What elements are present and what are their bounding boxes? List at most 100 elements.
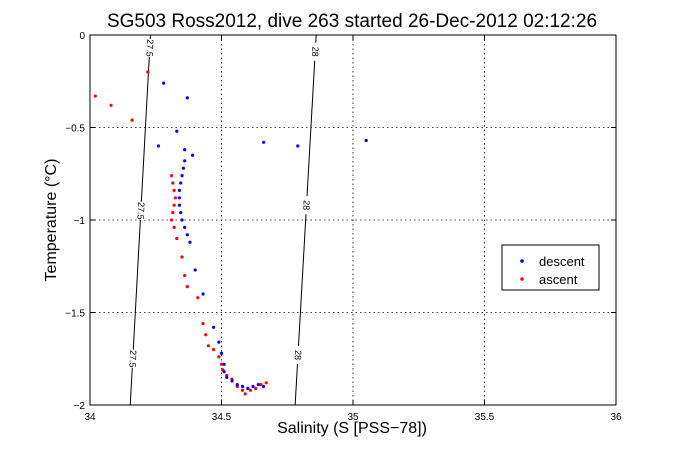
contour-label: 27.5 xyxy=(144,39,155,57)
legend-label-ascent: ascent xyxy=(539,272,578,287)
contour-label-bg xyxy=(300,195,314,215)
legend-marker-ascent xyxy=(520,277,524,281)
ascent-point xyxy=(201,322,205,326)
descent-point xyxy=(177,196,182,200)
contour-label: 28 xyxy=(293,350,304,361)
descent-point xyxy=(212,325,216,329)
ascent-point xyxy=(146,70,150,74)
contour-label-bg xyxy=(126,349,140,369)
descent-point xyxy=(217,340,221,344)
descent-point xyxy=(190,153,195,157)
contour-label: 28 xyxy=(310,46,321,57)
descent-point xyxy=(179,211,183,215)
y-tick-label: −1 xyxy=(74,216,86,227)
legend: descent ascent xyxy=(501,244,600,291)
descent-point xyxy=(156,144,160,148)
x-tick-label: 36 xyxy=(610,412,622,423)
ascent-point xyxy=(206,344,210,348)
ascent-point xyxy=(183,273,187,278)
chart-title: SG503 Ross2012, dive 263 started 26-Dec-… xyxy=(107,11,597,32)
descent-point xyxy=(183,159,187,163)
legend-box xyxy=(501,244,600,291)
descent-point xyxy=(177,188,182,192)
ascent-point xyxy=(248,388,253,392)
y-tick-label: −2 xyxy=(74,401,86,412)
ascent-point xyxy=(169,218,174,222)
ascent-point xyxy=(172,203,176,207)
grid-lines xyxy=(90,35,616,405)
descent-point xyxy=(225,375,229,379)
ascent-point xyxy=(180,255,184,259)
descent-point xyxy=(251,384,255,389)
descent-point xyxy=(296,144,300,148)
ascent-point xyxy=(172,225,176,229)
descent-point xyxy=(240,384,245,389)
ascent-point xyxy=(173,196,178,200)
x-tick-label: 34.5 xyxy=(212,412,232,423)
ascent-point xyxy=(240,388,245,392)
ascent-point xyxy=(171,211,175,215)
y-tick-label: 0 xyxy=(79,31,85,42)
descent-point xyxy=(193,268,197,272)
contour-label: 28 xyxy=(301,200,312,211)
descent-point xyxy=(185,233,189,237)
y-axis-ticks: 0 −0.5 −1 −1.5 −2 xyxy=(65,31,616,412)
contour-line xyxy=(129,34,151,406)
x-axis-ticks: 34 34.5 35 35.5 36 xyxy=(84,35,622,423)
ascent-point xyxy=(93,94,97,98)
y-tick-label: −0.5 xyxy=(65,124,85,135)
contour-label: 27.5 xyxy=(127,350,138,368)
ascent-point xyxy=(212,347,216,352)
ascent-point xyxy=(175,236,179,241)
contour-line xyxy=(294,34,317,406)
ascent-point xyxy=(196,296,200,300)
descent-point xyxy=(261,384,266,389)
y-axis-label: Temperature (°C) xyxy=(43,159,60,282)
descent-point xyxy=(230,379,234,383)
descent-point xyxy=(222,370,226,374)
ascent-point xyxy=(109,103,113,107)
descent-point xyxy=(261,140,266,144)
density-contours: 27.5 27.5 27.5 28 28 28 xyxy=(126,34,322,406)
ascent-point xyxy=(264,381,268,385)
legend-marker-descent xyxy=(520,259,524,263)
descent-point xyxy=(162,81,166,85)
descent-point xyxy=(180,174,184,178)
ascent-point xyxy=(243,392,247,396)
descent-point xyxy=(183,225,187,229)
ascent-point xyxy=(130,118,134,122)
contour-label-bg xyxy=(134,201,148,221)
descent-point xyxy=(175,129,179,133)
legend-label-descent: descent xyxy=(539,254,585,269)
ascent-point xyxy=(259,383,263,387)
x-axis-label: Salinity (S [PSS−78]) xyxy=(277,420,427,437)
descent-point xyxy=(222,362,226,366)
contour-label-bg xyxy=(143,38,157,58)
contour-label: 27.5 xyxy=(135,202,146,220)
x-tick-label: 35.5 xyxy=(475,412,495,423)
ascent-point xyxy=(254,386,258,390)
descent-point xyxy=(188,240,192,244)
x-tick-label: 35 xyxy=(347,412,359,423)
descent-point xyxy=(179,181,183,185)
ascent-point xyxy=(171,181,175,185)
contour-label-bg xyxy=(291,345,305,365)
descent-point xyxy=(183,148,187,152)
data-points xyxy=(93,70,368,396)
descent-point xyxy=(246,386,250,390)
ascent-point xyxy=(204,333,208,337)
descent-point xyxy=(219,351,224,355)
x-tick-label: 34 xyxy=(84,412,96,423)
descent-point xyxy=(185,96,189,100)
y-tick-label: −1.5 xyxy=(65,309,85,320)
descent-point xyxy=(177,203,182,207)
descent-point xyxy=(256,383,260,387)
descent-point xyxy=(181,166,185,170)
ascent-point xyxy=(169,174,174,178)
descent-point xyxy=(180,218,184,222)
ascent-point xyxy=(217,355,221,359)
ascent-point xyxy=(185,285,189,289)
descent-point xyxy=(235,383,239,387)
ascent-point xyxy=(219,362,224,366)
